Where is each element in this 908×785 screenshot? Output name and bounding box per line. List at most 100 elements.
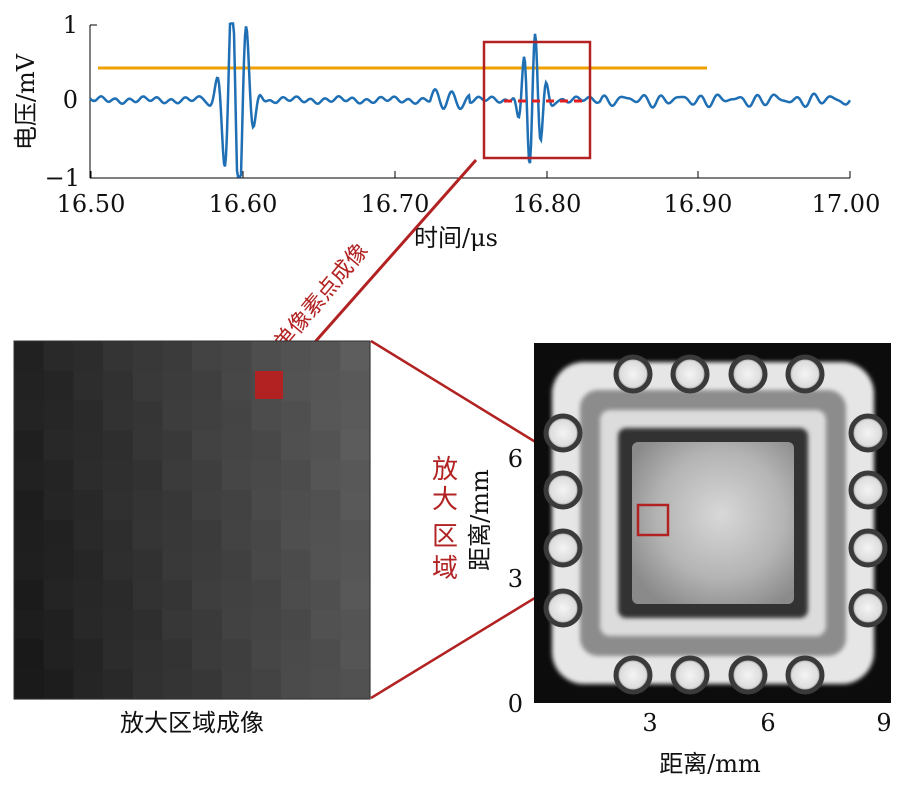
zoom-caption: 放大区域成像	[120, 709, 264, 737]
pixel-cell	[14, 520, 45, 551]
bond-pad	[613, 354, 653, 394]
pixel-cell	[310, 549, 341, 581]
pixel-cell	[132, 549, 163, 581]
pixel-cell	[43, 341, 74, 372]
pixel-cell	[281, 579, 312, 611]
pixel-cell	[192, 669, 223, 700]
pixel-cell	[162, 520, 193, 551]
pixel-cell	[14, 341, 45, 372]
y-tick-1: 1	[63, 11, 78, 39]
zoom-region-label-char-3: 区	[432, 522, 458, 552]
pixel-cell	[103, 549, 134, 581]
scan-x-tick-3: 3	[642, 709, 657, 737]
pixel-cell	[310, 579, 341, 611]
pixel-cell	[103, 430, 134, 461]
pixel-cell	[221, 669, 252, 700]
pixel-cell	[73, 639, 104, 670]
pixel-cell	[251, 549, 282, 581]
pixel-cell	[73, 460, 104, 491]
pixel-cell	[162, 490, 193, 521]
pixel-cell	[43, 370, 74, 402]
pixel-cell	[73, 490, 104, 521]
acoustic-scan-image	[534, 343, 891, 703]
pixel-cell	[73, 579, 104, 611]
pixel-cell	[340, 400, 371, 432]
echo-highlight-box	[482, 40, 592, 160]
pixel-cell	[310, 430, 341, 461]
pixel-cell	[281, 430, 312, 461]
pixel-cell	[73, 430, 104, 461]
pixel-cell	[73, 520, 104, 551]
pixel-cell	[192, 520, 223, 551]
signal-trace	[89, 22, 852, 178]
pixel-cell	[310, 400, 341, 432]
die-center	[632, 442, 794, 604]
pixel-cell	[192, 341, 223, 372]
pixel-cell	[340, 370, 371, 402]
pixel-cell	[340, 639, 371, 670]
pixel-cell	[14, 549, 45, 581]
pixel-cell	[132, 490, 163, 521]
arrow-label: 单像素点成像	[269, 239, 373, 356]
pixel-cell	[221, 579, 252, 611]
pixel-cell	[192, 579, 223, 611]
pixel-cell	[162, 669, 193, 700]
pixel-cell	[221, 609, 252, 640]
pixel-cell	[192, 400, 223, 432]
pixel-cell	[310, 639, 341, 670]
x-tick-16.90: 16.90	[664, 190, 733, 218]
x-tick-16.70: 16.70	[361, 190, 430, 218]
pixel-cell	[192, 490, 223, 521]
pixel-cell	[43, 430, 74, 461]
single-pixel-arrow	[290, 159, 478, 370]
pixel-cell	[14, 370, 45, 402]
pixel-cell	[162, 579, 193, 611]
waveform-y-tick-marks	[90, 24, 97, 101]
pixel-cell	[73, 370, 104, 402]
bond-pad	[848, 528, 888, 568]
pixel-cell	[162, 549, 193, 581]
pixel-cell	[340, 341, 371, 372]
pixel-cell	[340, 579, 371, 611]
pixel-cell	[221, 341, 252, 372]
pixel-cell	[251, 490, 282, 521]
zoom-pixel-grid	[14, 341, 371, 700]
pixel-cell	[162, 341, 193, 372]
waveform-plot: 1 0 −1 16.50 16.60 16.70 16.80 16.90 17.…	[12, 11, 880, 252]
scan-x-tick-6: 6	[760, 709, 775, 737]
pixel-cell	[251, 400, 282, 432]
pixel-cell	[14, 639, 45, 670]
pixel-cell	[132, 520, 163, 551]
pixel-cell	[162, 609, 193, 640]
pixel-cell	[281, 460, 312, 491]
pixel-cell	[281, 341, 312, 372]
pixel-cell	[43, 520, 74, 551]
pixel-cell	[340, 460, 371, 491]
waveform-x-label: 时间/μs	[414, 224, 498, 252]
zoom-region-label-char-1: 放	[432, 455, 458, 485]
pixel-cell	[14, 430, 45, 461]
pixel-cell	[43, 549, 74, 581]
pixel-cell	[310, 490, 341, 521]
zoom-source-box	[636, 503, 670, 537]
pixel-cell	[103, 400, 134, 432]
bond-pad	[848, 413, 888, 453]
x-tick-16.50: 16.50	[57, 190, 126, 218]
pixel-cell	[73, 609, 104, 640]
bond-pad	[848, 588, 888, 628]
pixel-cell	[132, 669, 163, 700]
pixel-cell	[103, 639, 134, 670]
pixel-cell	[281, 669, 312, 700]
pixel-cell	[73, 669, 104, 700]
pixel-cell	[281, 400, 312, 432]
pixel-cell	[281, 490, 312, 521]
pixel-cell	[132, 639, 163, 670]
bond-pad	[848, 470, 888, 510]
x-tick-16.60: 16.60	[209, 190, 278, 218]
pixel-cell	[310, 460, 341, 491]
pixel-cell	[14, 669, 45, 700]
zoom-region-label-char-2: 大	[432, 485, 458, 515]
bond-pad	[728, 354, 768, 394]
x-tick-17.00: 17.00	[812, 190, 881, 218]
